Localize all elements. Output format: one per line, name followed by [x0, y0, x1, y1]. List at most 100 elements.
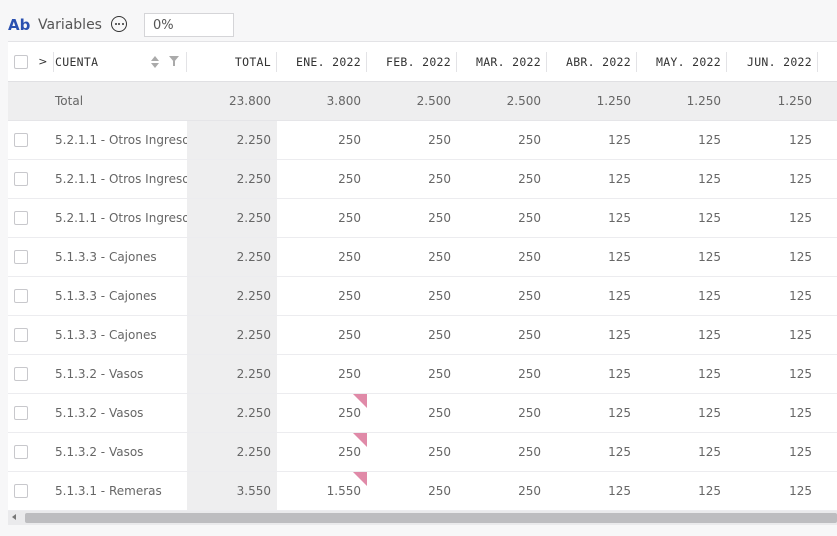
row-month-value[interactable]: 125 — [698, 172, 721, 186]
row-cuenta[interactable]: 5.1.3.3 - Cajones — [55, 289, 157, 303]
row-cuenta[interactable]: 5.2.1.1 - Otros Ingresos — [55, 133, 196, 147]
filter-icon[interactable] — [169, 56, 179, 67]
percent-input[interactable] — [144, 13, 234, 37]
row-cuenta[interactable]: 5.1.3.2 - Vasos — [55, 406, 144, 420]
row-checkbox[interactable] — [14, 172, 28, 186]
row-checkbox[interactable] — [14, 133, 28, 147]
header-month[interactable]: ABR. 2022 — [547, 42, 637, 81]
header-month[interactable]: MAR. 2022 — [457, 42, 547, 81]
row-month-value[interactable]: 125 — [608, 289, 631, 303]
variables-label[interactable]: Variables — [38, 17, 102, 33]
row-month-value[interactable]: 125 — [789, 367, 812, 381]
table-row[interactable]: 5.1.3.2 - Vasos 2.250 250 250 250 125 125 125 — [8, 433, 837, 472]
row-month-value[interactable]: 125 — [698, 133, 721, 147]
total-row-value[interactable]: 1.250 — [596, 94, 631, 108]
table-row[interactable]: 5.2.1.1 - Otros Ingresos 2.250 250 250 250 12… — [8, 199, 837, 238]
row-month-value[interactable]: 125 — [789, 133, 812, 147]
row-cuenta[interactable]: 5.1.3.2 - Vasos — [55, 445, 144, 459]
row-month-value[interactable]: 125 — [698, 367, 721, 381]
row-month-value[interactable]: 125 — [698, 328, 721, 342]
row-month-value[interactable]: 250 — [518, 484, 541, 498]
row-month-value[interactable]: 250 — [277, 394, 367, 432]
row-month-value[interactable]: 125 — [608, 484, 631, 498]
row-month-value[interactable]: 250 — [338, 172, 361, 186]
header-total[interactable]: TOTAL — [187, 42, 277, 81]
row-month-value[interactable]: 250 — [338, 367, 361, 381]
row-month-value[interactable]: 250 — [518, 328, 541, 342]
table-row[interactable]: 5.2.1.1 - Otros Ingresos 2.250 250 250 250 12… — [8, 160, 837, 199]
row-month-value[interactable]: 125 — [698, 211, 721, 225]
row-month-value[interactable]: 125 — [608, 250, 631, 264]
row-month-value[interactable]: 125 — [789, 406, 812, 420]
row-month-value[interactable]: 125 — [789, 172, 812, 186]
row-month-value[interactable]: 250 — [338, 289, 361, 303]
total-row-value[interactable]: 2.500 — [416, 94, 451, 108]
row-month-value[interactable]: 125 — [608, 445, 631, 459]
row-checkbox[interactable] — [14, 211, 28, 225]
row-month-value[interactable]: 125 — [608, 367, 631, 381]
row-month-value[interactable]: 250 — [518, 367, 541, 381]
chevron-right-icon[interactable]: > — [38, 55, 48, 68]
comment-flag-icon[interactable] — [353, 394, 367, 408]
table-row[interactable]: 5.1.3.3 - Cajones 2.250 250 250 250 125 125 125 — [8, 316, 837, 355]
row-cuenta[interactable]: 5.2.1.1 - Otros Ingresos — [55, 211, 196, 225]
row-month-value[interactable]: 250 — [428, 250, 451, 264]
comment-flag-icon[interactable] — [353, 472, 367, 486]
row-month-value[interactable]: 250 — [518, 406, 541, 420]
row-month-value[interactable]: 125 — [698, 289, 721, 303]
total-row-value[interactable]: 2.500 — [506, 94, 541, 108]
total-row-value[interactable]: 3.800 — [326, 94, 361, 108]
row-cuenta[interactable]: 5.1.3.1 - Remeras — [55, 484, 162, 498]
row-month-value[interactable]: 125 — [608, 211, 631, 225]
table-row[interactable]: 5.2.1.1 - Otros Ingresos 2.250 250 250 250 12… — [8, 121, 837, 160]
row-checkbox[interactable] — [14, 367, 28, 381]
select-all-checkbox[interactable] — [14, 54, 28, 69]
row-month-value[interactable]: 250 — [428, 289, 451, 303]
row-month-value[interactable]: 250 — [428, 211, 451, 225]
row-month-value[interactable]: 250 — [428, 328, 451, 342]
row-month-value[interactable]: 250 — [518, 289, 541, 303]
row-month-value[interactable]: 125 — [789, 289, 812, 303]
row-cuenta[interactable]: 5.1.3.3 - Cajones — [55, 250, 157, 264]
scroll-thumb[interactable] — [25, 513, 837, 523]
row-month-value[interactable]: 125 — [789, 211, 812, 225]
header-month[interactable]: JUN. 2022 — [728, 42, 818, 81]
row-month-value[interactable]: 125 — [608, 406, 631, 420]
row-month-value[interactable]: 250 — [428, 445, 451, 459]
row-month-value[interactable]: 250 — [428, 406, 451, 420]
row-month-value[interactable]: 125 — [789, 250, 812, 264]
comment-icon[interactable] — [111, 16, 127, 32]
row-month-value[interactable]: 125 — [789, 328, 812, 342]
sort-icon[interactable] — [151, 55, 159, 69]
row-month-value[interactable]: 250 — [518, 211, 541, 225]
row-checkbox[interactable] — [14, 445, 28, 459]
row-month-value[interactable]: 250 — [428, 484, 451, 498]
row-month-value[interactable]: 125 — [608, 133, 631, 147]
row-month-value[interactable]: 250 — [428, 133, 451, 147]
text-format-button[interactable]: Ab — [8, 16, 31, 34]
row-checkbox[interactable] — [14, 484, 28, 498]
row-month-value[interactable]: 250 — [428, 367, 451, 381]
row-month-value[interactable]: 250 — [338, 133, 361, 147]
header-month[interactable]: FEB. 2022 — [367, 42, 457, 81]
row-month-value[interactable]: 125 — [698, 406, 721, 420]
horizontal-scrollbar[interactable] — [8, 511, 837, 525]
comment-flag-icon[interactable] — [353, 433, 367, 447]
row-month-value[interactable]: 250 — [518, 445, 541, 459]
table-row[interactable]: 5.1.3.1 - Remeras 3.550 1.550 250 250 125 125 1… — [8, 472, 837, 511]
row-month-value[interactable]: 125 — [608, 172, 631, 186]
table-row[interactable]: 5.1.3.2 - Vasos 2.250 250 250 250 125 125 125 — [8, 394, 837, 433]
row-month-value[interactable]: 125 — [789, 484, 812, 498]
row-month-value[interactable]: 250 — [338, 211, 361, 225]
row-month-value[interactable]: 125 — [698, 250, 721, 264]
row-month-value[interactable]: 250 — [338, 328, 361, 342]
total-row-value[interactable]: 1.250 — [686, 94, 721, 108]
row-checkbox[interactable] — [14, 289, 28, 303]
total-row-value[interactable]: 1.250 — [777, 94, 812, 108]
row-cuenta[interactable]: 5.1.3.3 - Cajones — [55, 328, 157, 342]
row-checkbox[interactable] — [14, 328, 28, 342]
row-month-value[interactable]: 250 — [518, 250, 541, 264]
table-row[interactable]: 5.1.3.3 - Cajones 2.250 250 250 250 125 125 125 — [8, 277, 837, 316]
row-month-value[interactable]: 125 — [698, 445, 721, 459]
row-month-value[interactable]: 1.550 — [277, 472, 367, 510]
